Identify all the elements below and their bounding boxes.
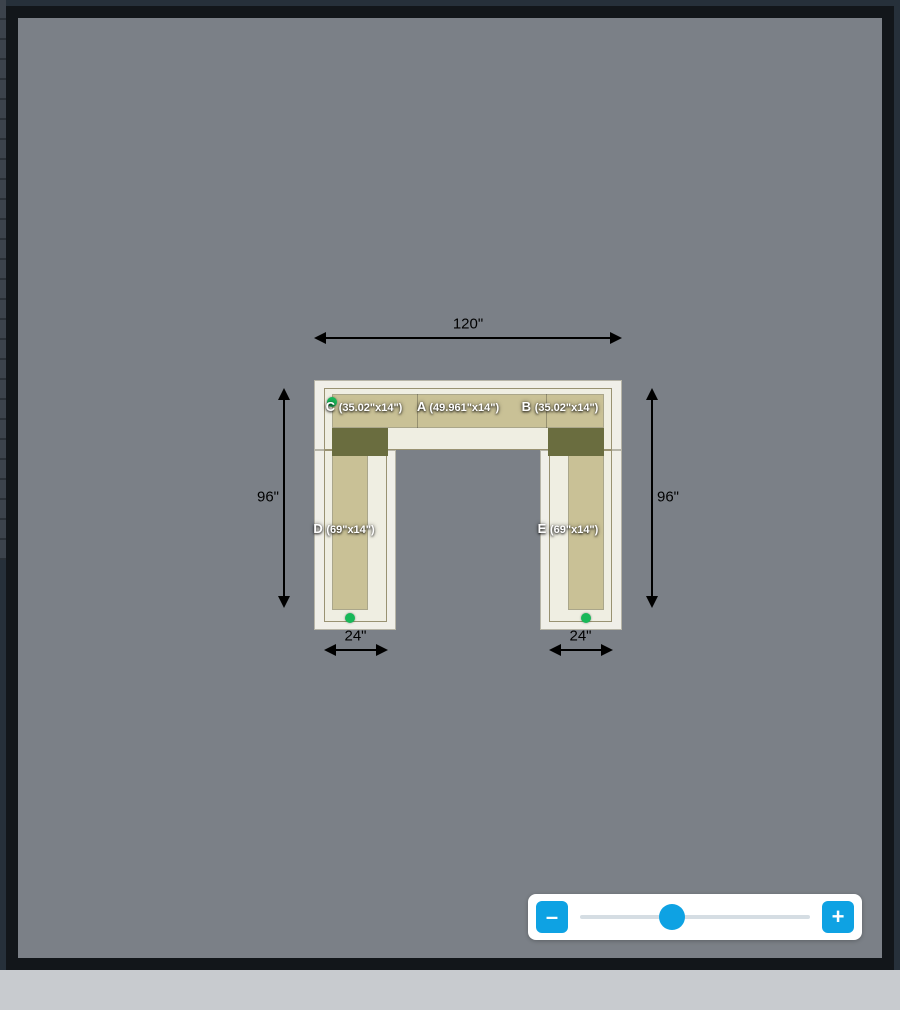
dimension-bottom-right-label: 24" — [569, 628, 591, 645]
item-label-c: C (35.02"x14") — [326, 399, 403, 414]
floor-plan[interactable]: C (35.02"x14") A (49.961"x14") B (35.02"… — [314, 380, 622, 630]
item-dim: (49.961"x14") — [429, 402, 499, 414]
design-canvas[interactable]: C (35.02"x14") A (49.961"x14") B (35.02"… — [18, 18, 882, 958]
dimension-top-label: 120" — [453, 316, 483, 333]
viewport-frame: C (35.02"x14") A (49.961"x14") B (35.02"… — [6, 6, 894, 970]
zoom-slider-thumb[interactable] — [659, 904, 685, 930]
item-letter: C — [326, 399, 335, 414]
item-dim: (69"x14") — [550, 524, 598, 536]
zoom-slider-track[interactable] — [580, 915, 810, 919]
item-letter: B — [522, 399, 531, 414]
zoom-out-button[interactable]: – — [536, 901, 568, 933]
item-dim: (69"x14") — [326, 524, 374, 536]
item-label-d: D (69"x14") — [313, 521, 374, 536]
bottom-strip — [0, 970, 900, 1010]
connection-node[interactable] — [345, 613, 355, 623]
dimension-right-label: 96" — [657, 489, 679, 506]
item-dim: (35.02"x14") — [339, 402, 403, 414]
item-letter: A — [417, 399, 426, 414]
item-dim: (35.02"x14") — [535, 402, 599, 414]
item-label-e: E (69"x14") — [538, 521, 599, 536]
item-label-b: B (35.02"x14") — [522, 399, 599, 414]
dimension-bottom-left-label: 24" — [344, 628, 366, 645]
dimension-left-label: 96" — [257, 489, 279, 506]
item-label-a: A (49.961"x14") — [417, 399, 499, 414]
item-letter: E — [538, 521, 547, 536]
zoom-control: – + — [528, 894, 862, 940]
zoom-in-button[interactable]: + — [822, 901, 854, 933]
corner-block-left — [332, 428, 388, 456]
item-letter: D — [313, 521, 322, 536]
corner-block-right — [548, 428, 604, 456]
connection-node[interactable] — [581, 613, 591, 623]
